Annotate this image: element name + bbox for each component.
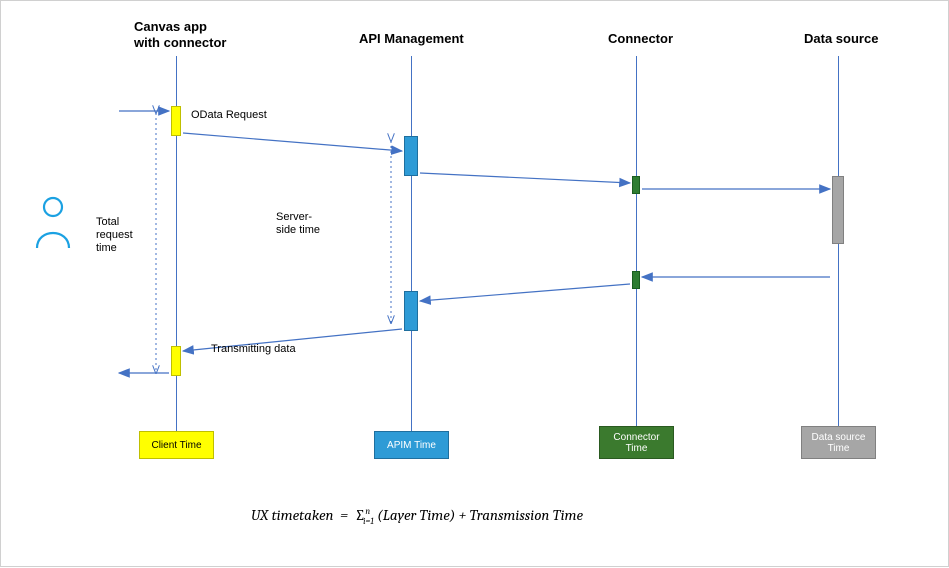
label-transmitting-data: Transmitting data [211,343,296,356]
bottom-label-client: Client Time [151,440,201,451]
bottom-label-datasource: Data source Time [812,432,866,454]
arrow-apim-to-conn [420,173,630,183]
bottom-box-client: Client Time [139,431,214,459]
formula-rhs: (Layer Time) + Transmission Time [377,506,583,524]
label-server-side-time: Server- side time [276,211,320,237]
label-total-request-time: Total request time [96,216,133,256]
diagram-frame: Canvas app with connector API Management… [0,0,949,567]
formula-lhs: UX timetaken [251,506,334,524]
bottom-box-datasource: Data source Time [801,426,876,459]
arrow-client-to-apim [183,133,402,151]
formula-equals: = [337,506,355,524]
arrow-conn-to-apim [420,284,630,301]
formula-upper: n [365,507,370,517]
bottom-box-apim: APIM Time [374,431,449,459]
bottom-label-connector: Connector Time [613,432,659,454]
formula: UX timetaken = ∑ni=1 (Layer Time) + Tran… [251,506,583,527]
bottom-label-apim: APIM Time [387,440,436,451]
formula-lower: i=1 [363,517,374,527]
bottom-box-connector: Connector Time [599,426,674,459]
arrows-overlay [1,1,949,568]
label-odata-request: OData Request [191,109,267,122]
